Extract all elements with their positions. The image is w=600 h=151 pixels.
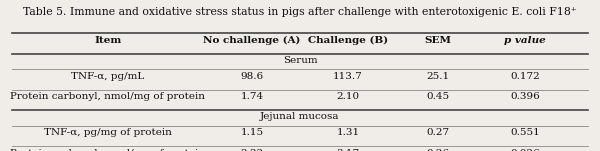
Text: Jejunal mucosa: Jejunal mucosa: [260, 112, 340, 122]
Text: 0.45: 0.45: [427, 92, 449, 101]
Text: No challenge (A): No challenge (A): [203, 36, 301, 45]
Text: 3.17: 3.17: [337, 149, 359, 151]
Text: 2.10: 2.10: [337, 92, 359, 101]
Text: 0.396: 0.396: [510, 92, 540, 101]
Text: 0.172: 0.172: [510, 72, 540, 81]
Text: Protein carbonyl, nmol/mg of protein: Protein carbonyl, nmol/mg of protein: [11, 149, 205, 151]
Text: 0.27: 0.27: [427, 128, 449, 137]
Text: 98.6: 98.6: [241, 72, 263, 81]
Text: 0.551: 0.551: [510, 128, 540, 137]
Text: 113.7: 113.7: [333, 72, 363, 81]
Text: 1.31: 1.31: [337, 128, 359, 137]
Text: Item: Item: [94, 36, 122, 45]
Text: Protein carbonyl, nmol/mg of protein: Protein carbonyl, nmol/mg of protein: [11, 92, 205, 101]
Text: SEM: SEM: [425, 36, 452, 45]
Text: TNF-α, pg/mL: TNF-α, pg/mL: [71, 72, 145, 81]
Text: 0.026: 0.026: [510, 149, 540, 151]
Text: 25.1: 25.1: [427, 72, 449, 81]
Text: 1.74: 1.74: [241, 92, 263, 101]
Text: Table 5. Immune and oxidative stress status in pigs after challenge with enterot: Table 5. Immune and oxidative stress sta…: [23, 7, 577, 17]
Text: 2.33: 2.33: [241, 149, 263, 151]
Text: 1.15: 1.15: [241, 128, 263, 137]
Text: Serum: Serum: [283, 56, 317, 65]
Text: 0.26: 0.26: [427, 149, 449, 151]
Text: Challenge (B): Challenge (B): [308, 36, 388, 45]
Text: TNF-α, pg/mg of protein: TNF-α, pg/mg of protein: [44, 128, 172, 137]
Text: p value: p value: [504, 36, 546, 45]
